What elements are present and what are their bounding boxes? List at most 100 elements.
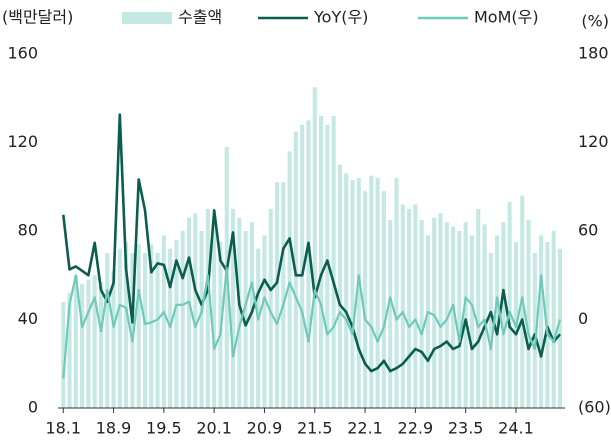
- bar: [98, 281, 103, 408]
- bar: [256, 248, 261, 408]
- bar: [444, 222, 449, 408]
- bar: [199, 231, 204, 408]
- bar: [501, 222, 506, 408]
- bar: [237, 217, 242, 408]
- bar: [73, 275, 78, 408]
- y2-tick-label: 120: [578, 132, 609, 151]
- bar: [507, 202, 512, 408]
- bar: [243, 231, 248, 408]
- bar: [80, 284, 85, 408]
- bar: [319, 115, 324, 408]
- legend-label: 수출액: [178, 8, 222, 27]
- bar: [469, 235, 474, 408]
- y2-tick-label: (60): [578, 398, 611, 417]
- bar: [363, 191, 368, 408]
- bar: [149, 244, 154, 408]
- bar: [205, 208, 210, 408]
- bar: [67, 292, 72, 408]
- y2-tick-label: 180: [578, 44, 609, 63]
- bar: [337, 164, 342, 408]
- bar: [451, 226, 456, 408]
- bar: [275, 182, 280, 408]
- bar: [117, 248, 122, 408]
- bar: [92, 275, 97, 408]
- bar: [281, 182, 286, 408]
- y-tick-label: 120: [7, 132, 38, 151]
- bar: [325, 124, 330, 409]
- bar: [180, 231, 185, 408]
- bar: [86, 279, 91, 408]
- bar: [306, 120, 311, 408]
- bar: [495, 235, 500, 408]
- bar: [174, 239, 179, 408]
- bar: [419, 219, 424, 408]
- bar: [312, 87, 317, 408]
- bar: [168, 248, 173, 408]
- y2-axis-title: (%): [581, 12, 609, 31]
- bar: [186, 217, 192, 408]
- bar: [356, 177, 361, 408]
- bar: [268, 208, 273, 408]
- bar: [111, 270, 116, 408]
- bar: [488, 253, 493, 408]
- bar: [557, 248, 562, 408]
- legend-swatch: [122, 12, 172, 24]
- x-tick-label: 21.5: [297, 419, 333, 438]
- x-tick-label: 20.1: [196, 419, 232, 438]
- x-tick-label: 19.5: [146, 419, 182, 438]
- bar: [300, 124, 305, 409]
- bar: [394, 177, 399, 408]
- line-series: [62, 113, 561, 373]
- y2-tick-label: 60: [578, 221, 598, 240]
- bar: [551, 231, 556, 408]
- x-tick-label: 18.1: [45, 419, 81, 438]
- bar: [331, 115, 336, 408]
- bar: [231, 208, 236, 408]
- x-tick-label: 23.5: [448, 419, 484, 438]
- bar: [287, 151, 292, 408]
- y-axis-title: (백만달러): [2, 8, 73, 27]
- bar: [425, 235, 430, 408]
- bar: [463, 222, 468, 408]
- bar: [375, 177, 380, 408]
- x-tick-label: 22.1: [347, 419, 383, 438]
- bar: [381, 191, 386, 408]
- bar: [161, 235, 166, 408]
- bar: [193, 213, 198, 408]
- y-tick-label: 40: [18, 309, 38, 328]
- y-tick-label: 80: [18, 221, 38, 240]
- line-series: [62, 266, 562, 379]
- bar: [61, 301, 66, 408]
- bar: [482, 224, 487, 408]
- bar: [369, 175, 374, 408]
- bar: [136, 244, 141, 408]
- bar: [532, 253, 537, 408]
- bar: [413, 204, 418, 408]
- bar: [432, 217, 437, 408]
- bar: [350, 180, 355, 408]
- bar: [142, 253, 148, 408]
- bar: [400, 204, 405, 408]
- y-tick-label: 0: [28, 398, 38, 417]
- x-tick-label: 24.1: [498, 419, 534, 438]
- legend-label: YoY(우): [313, 8, 368, 27]
- bar: [212, 219, 217, 408]
- x-tick-label: 22.9: [398, 419, 434, 438]
- bar: [526, 219, 531, 408]
- bar: [476, 208, 481, 408]
- bar: [105, 253, 110, 408]
- bar: [457, 231, 462, 408]
- bar: [539, 235, 544, 408]
- bar: [388, 219, 393, 408]
- bar: [130, 253, 135, 408]
- bar: [124, 242, 129, 408]
- bar: [438, 213, 443, 408]
- bar: [407, 208, 412, 408]
- y-tick-label: 160: [7, 44, 38, 63]
- bar: [344, 173, 349, 408]
- bar: [155, 253, 160, 408]
- y2-tick-label: 0: [578, 309, 588, 328]
- bar: [262, 235, 267, 408]
- legend-label: MoM(우): [474, 8, 539, 27]
